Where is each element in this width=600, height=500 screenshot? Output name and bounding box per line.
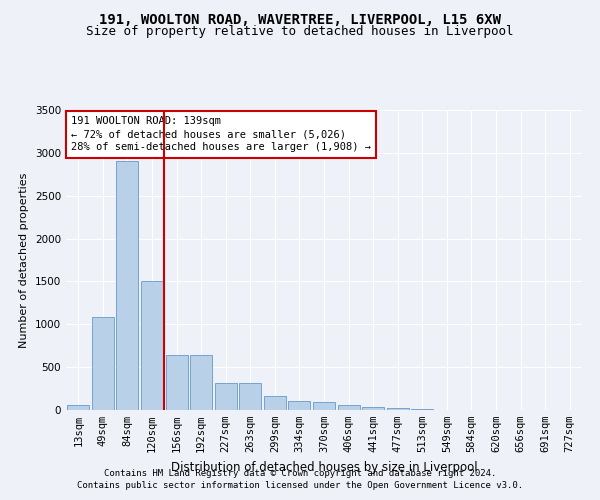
Bar (215, 382, 237, 410)
Text: Size of property relative to detached houses in Liverpool: Size of property relative to detached ho… (86, 25, 514, 38)
Text: 191, WOOLTON ROAD, WAVERTREE, LIVERPOOL, L15 6XW: 191, WOOLTON ROAD, WAVERTREE, LIVERPOOL,… (99, 12, 501, 26)
Bar (338, 406, 359, 410)
Bar (362, 407, 384, 410)
Bar (67, 406, 89, 410)
Bar (264, 396, 286, 410)
X-axis label: Distribution of detached houses by size in Liverpool: Distribution of detached houses by size … (170, 460, 478, 473)
Bar (141, 282, 163, 410)
Bar (166, 355, 188, 410)
Text: Contains public sector information licensed under the Open Government Licence v3: Contains public sector information licen… (77, 481, 523, 490)
Text: 191 WOOLTON ROAD: 139sqm
← 72% of detached houses are smaller (5,026)
28% of sem: 191 WOOLTON ROAD: 139sqm ← 72% of detach… (71, 116, 371, 152)
Bar (92, 316, 114, 410)
Y-axis label: Number of detached properties: Number of detached properties (19, 172, 29, 348)
Bar (190, 355, 212, 410)
Bar (386, 408, 409, 410)
Text: Contains HM Land Registry data © Crown copyright and database right 2024.: Contains HM Land Registry data © Crown c… (104, 468, 496, 477)
Bar (313, 402, 335, 410)
Bar (239, 382, 262, 410)
Bar (289, 400, 310, 410)
Bar (116, 162, 139, 410)
